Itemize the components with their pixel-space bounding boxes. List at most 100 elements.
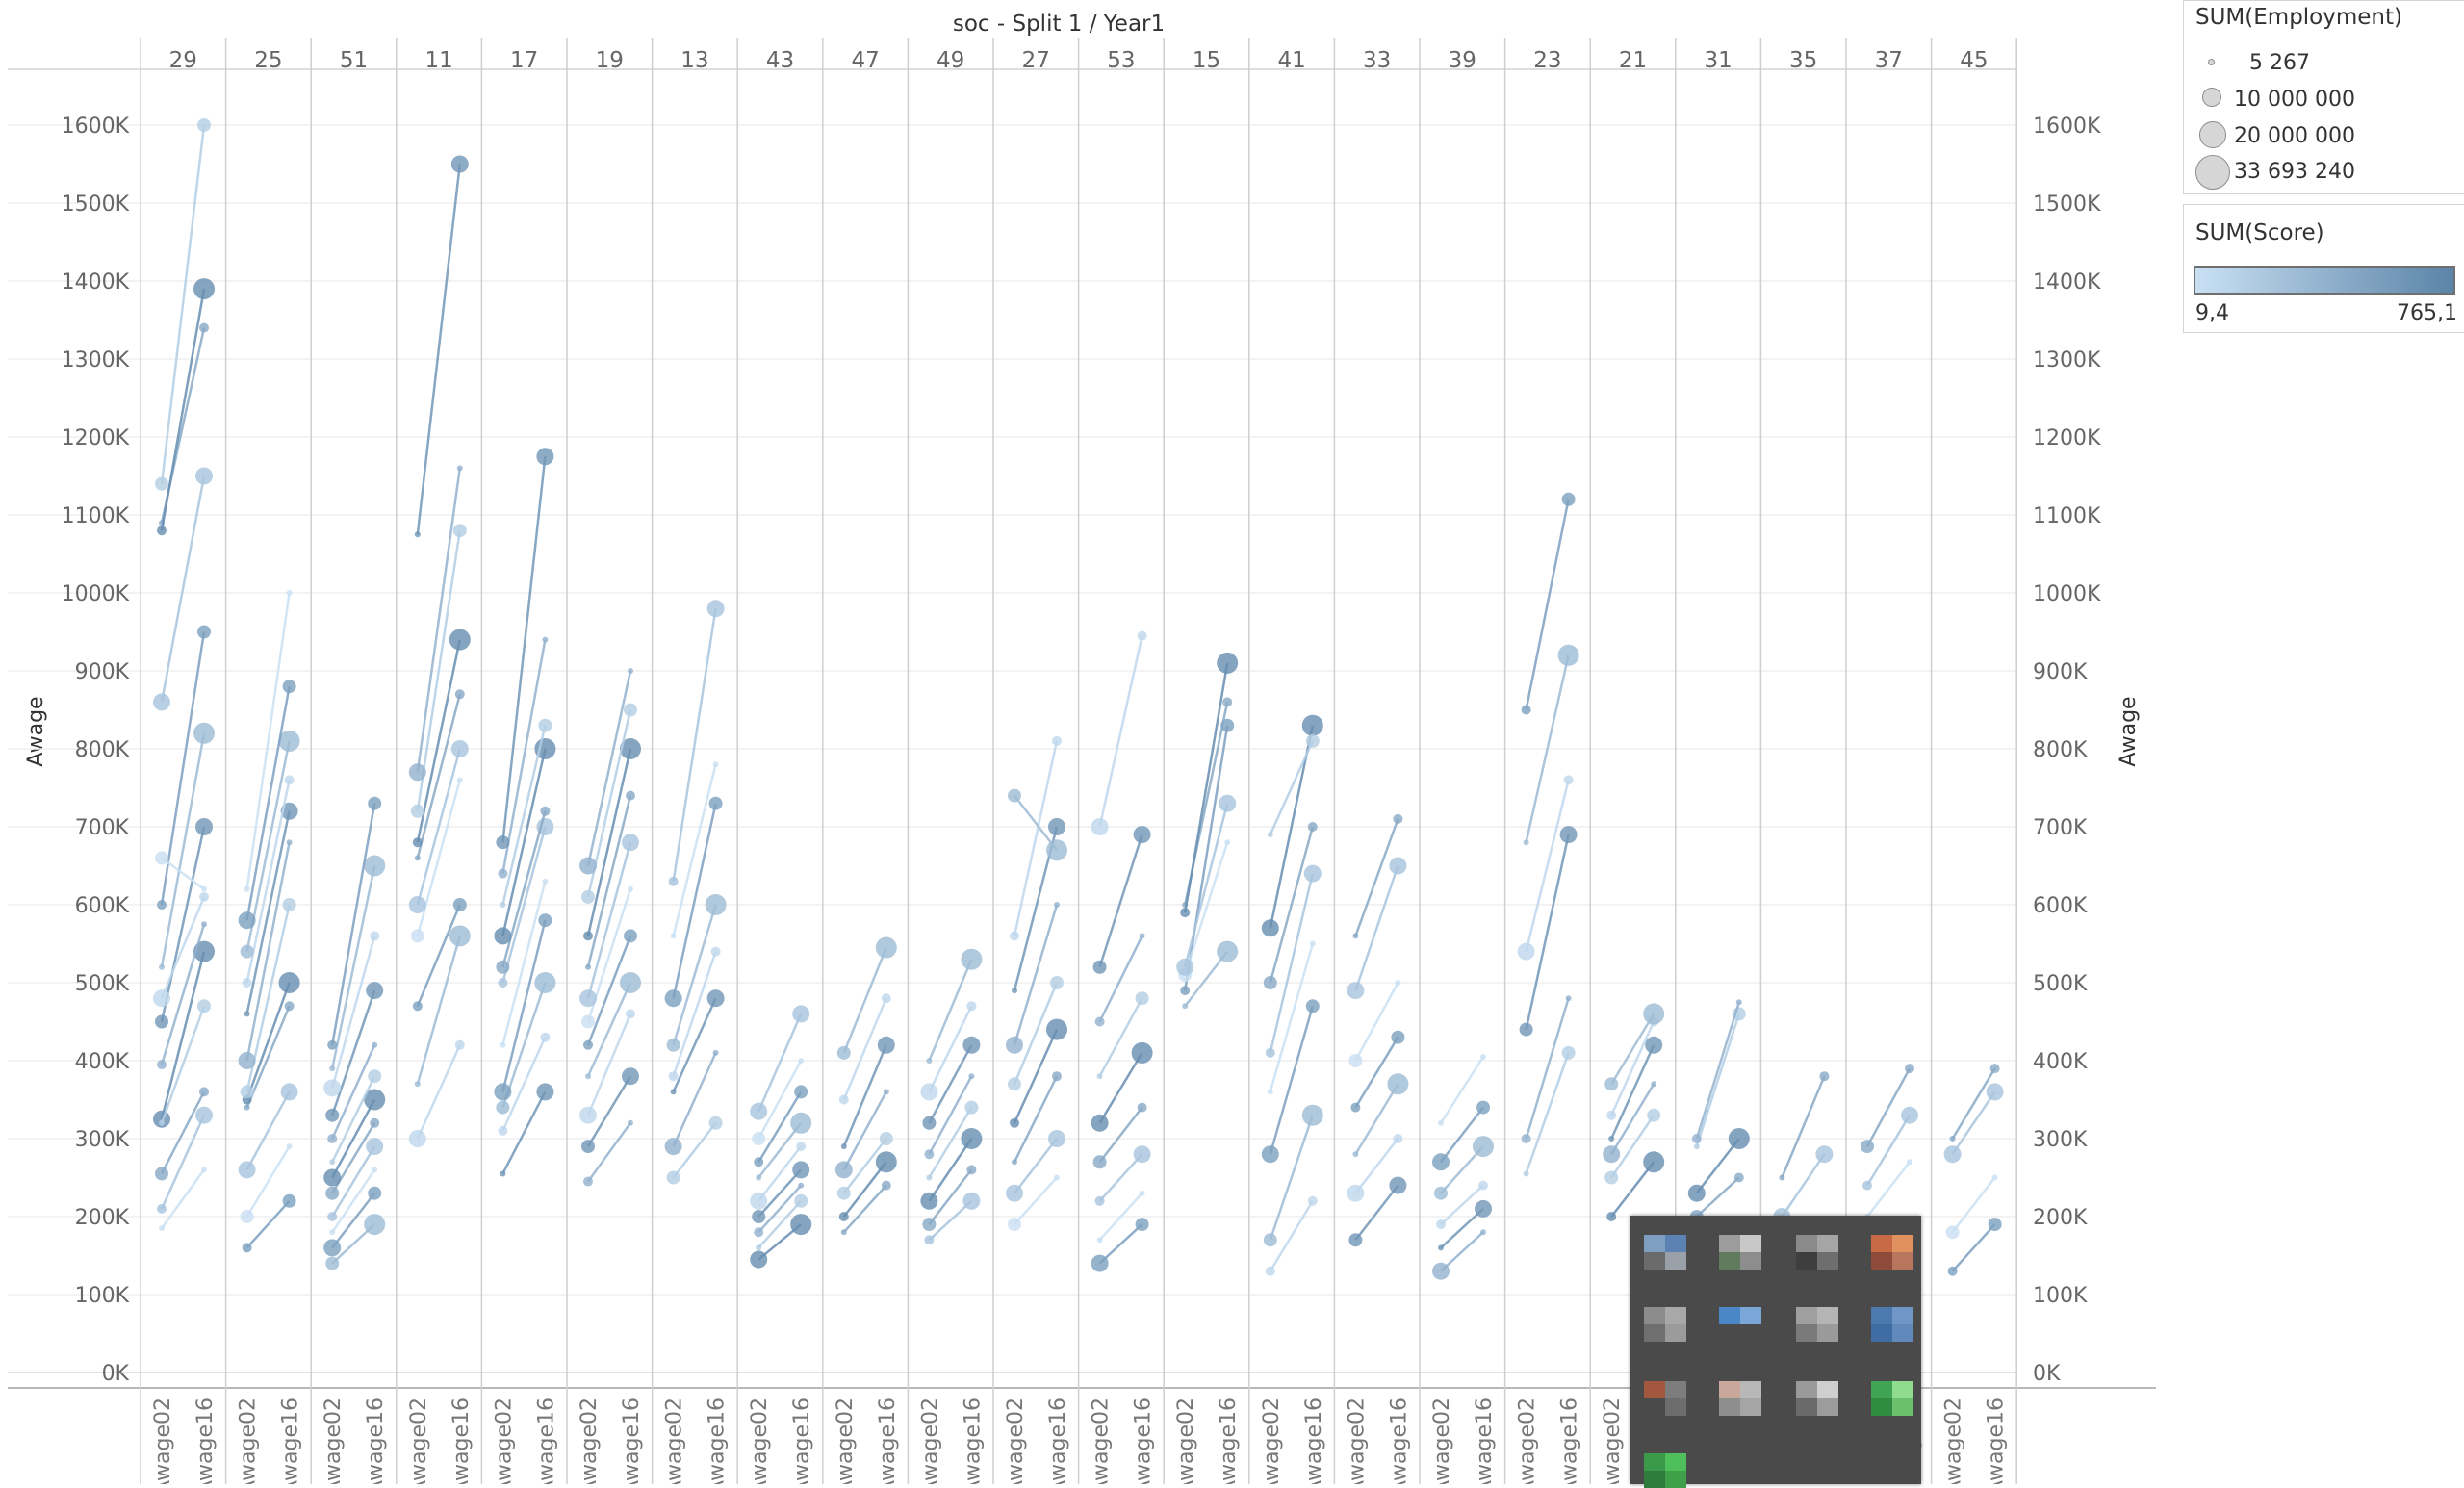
data-point-awage16[interactable] xyxy=(1989,1064,2000,1074)
data-point-awage02[interactable] xyxy=(1180,986,1191,996)
data-point-awage02[interactable] xyxy=(579,989,597,1008)
data-point-awage02[interactable] xyxy=(1949,1136,1956,1142)
data-point-awage16[interactable] xyxy=(1647,1108,1661,1122)
data-point-awage16[interactable] xyxy=(1473,1136,1494,1158)
series-line[interactable] xyxy=(160,475,206,703)
series-line[interactable] xyxy=(1184,841,1229,976)
data-point-awage02[interactable] xyxy=(1608,1136,1615,1142)
data-point-awage16[interactable] xyxy=(1478,1180,1488,1191)
color-palette-popup[interactable] xyxy=(1630,1216,1921,1488)
data-point-awage16[interactable] xyxy=(1307,1195,1318,1206)
data-point-awage02[interactable] xyxy=(585,1073,591,1080)
data-point-awage02[interactable] xyxy=(1182,1003,1189,1010)
data-point-awage02[interactable] xyxy=(153,989,170,1008)
data-point-awage16[interactable] xyxy=(1137,1102,1147,1113)
data-point-awage16[interactable] xyxy=(199,1087,209,1097)
data-point-awage16[interactable] xyxy=(364,855,386,877)
series-line[interactable] xyxy=(1098,997,1143,1077)
series-line[interactable] xyxy=(245,1145,291,1218)
series-line[interactable] xyxy=(1354,1184,1399,1242)
data-point-awage16[interactable] xyxy=(538,913,552,928)
series-line[interactable] xyxy=(928,1168,973,1225)
series-line[interactable] xyxy=(1269,740,1314,835)
series-line[interactable] xyxy=(1098,1052,1143,1124)
data-point-awage02[interactable] xyxy=(754,1157,764,1167)
data-point-awage16[interactable] xyxy=(708,1116,723,1130)
data-point-awage16[interactable] xyxy=(1305,999,1320,1013)
data-point-awage02[interactable] xyxy=(581,1014,595,1029)
data-point-awage16[interactable] xyxy=(1735,999,1742,1006)
data-point-awage16[interactable] xyxy=(370,1117,380,1128)
data-point-awage02[interactable] xyxy=(327,1212,338,1221)
data-point-awage16[interactable] xyxy=(1135,1218,1149,1232)
data-point-awage16[interactable] xyxy=(1391,1030,1405,1044)
data-point-awage02[interactable] xyxy=(500,1041,506,1048)
data-point-awage16[interactable] xyxy=(1054,902,1060,908)
series-line[interactable] xyxy=(501,982,547,1109)
data-point-awage02[interactable] xyxy=(325,1108,340,1122)
column-header-23[interactable]: 23 xyxy=(1533,48,1561,73)
data-point-awage16[interactable] xyxy=(370,931,380,941)
data-point-awage02[interactable] xyxy=(1096,1073,1103,1080)
data-point-awage16[interactable] xyxy=(456,465,463,472)
data-point-awage02[interactable] xyxy=(408,763,426,782)
series-line[interactable] xyxy=(1014,1176,1058,1225)
series-line[interactable] xyxy=(1610,1161,1656,1218)
series-line[interactable] xyxy=(1610,1044,1656,1140)
data-point-awage02[interactable] xyxy=(1263,1233,1277,1247)
series-line[interactable] xyxy=(1269,873,1315,1054)
data-point-awage16[interactable] xyxy=(961,948,983,970)
data-point-awage16[interactable] xyxy=(286,1143,293,1150)
series-line[interactable] xyxy=(1695,1138,1740,1194)
series-line[interactable] xyxy=(757,1090,803,1163)
data-point-awage16[interactable] xyxy=(195,467,213,485)
palette-swatch[interactable] xyxy=(1871,1307,1913,1342)
series-line[interactable] xyxy=(928,1075,973,1155)
column-header-21[interactable]: 21 xyxy=(1619,48,1647,73)
data-point-awage02[interactable] xyxy=(920,1083,938,1101)
data-point-awage02[interactable] xyxy=(1267,1089,1273,1095)
data-point-awage02[interactable] xyxy=(1092,960,1107,974)
data-point-awage16[interactable] xyxy=(883,1089,889,1095)
series-line[interactable] xyxy=(160,124,206,484)
data-point-awage16[interactable] xyxy=(1135,991,1149,1006)
color-legend[interactable]: SUM(Score) 9,4 765,1 xyxy=(2183,204,2464,333)
series-line[interactable] xyxy=(1098,935,1143,1023)
data-point-awage16[interactable] xyxy=(282,898,296,911)
data-point-awage02[interactable] xyxy=(752,1210,766,1223)
series-line[interactable] xyxy=(1695,1001,1740,1140)
data-point-awage02[interactable] xyxy=(1348,1233,1363,1247)
data-point-awage16[interactable] xyxy=(1307,822,1318,832)
data-point-awage16[interactable] xyxy=(372,1167,378,1173)
series-line[interactable] xyxy=(416,780,462,936)
data-point-awage16[interactable] xyxy=(1393,1134,1403,1143)
data-point-awage02[interactable] xyxy=(157,1203,167,1214)
data-point-awage16[interactable] xyxy=(1643,1151,1665,1173)
data-point-awage02[interactable] xyxy=(1779,1174,1785,1181)
data-point-awage02[interactable] xyxy=(240,1210,254,1223)
data-point-awage16[interactable] xyxy=(1905,1064,1914,1074)
data-point-awage02[interactable] xyxy=(414,531,421,538)
data-point-awage16[interactable] xyxy=(1137,630,1147,641)
palette-swatch[interactable] xyxy=(1644,1307,1686,1342)
series-line[interactable] xyxy=(1525,499,1570,710)
data-point-awage16[interactable] xyxy=(286,839,293,846)
series-line[interactable] xyxy=(331,989,376,1116)
data-point-awage16[interactable] xyxy=(449,629,471,651)
series-line[interactable] xyxy=(1269,1005,1315,1155)
data-point-awage16[interactable] xyxy=(1219,794,1237,812)
data-point-awage02[interactable] xyxy=(754,1227,764,1238)
data-point-awage02[interactable] xyxy=(664,1138,682,1156)
series-line[interactable] xyxy=(1183,662,1229,913)
data-point-awage02[interactable] xyxy=(1091,1114,1109,1132)
data-point-awage02[interactable] xyxy=(1008,788,1021,803)
series-line[interactable] xyxy=(1013,982,1059,1085)
series-line[interactable] xyxy=(1098,635,1143,828)
data-point-awage02[interactable] xyxy=(1945,1225,1960,1240)
column-header-33[interactable]: 33 xyxy=(1363,48,1391,73)
data-point-awage02[interactable] xyxy=(159,963,165,970)
data-point-awage16[interactable] xyxy=(450,740,469,757)
data-point-awage16[interactable] xyxy=(1303,864,1322,883)
series-line[interactable] xyxy=(501,456,547,843)
data-point-awage02[interactable] xyxy=(926,1058,933,1064)
